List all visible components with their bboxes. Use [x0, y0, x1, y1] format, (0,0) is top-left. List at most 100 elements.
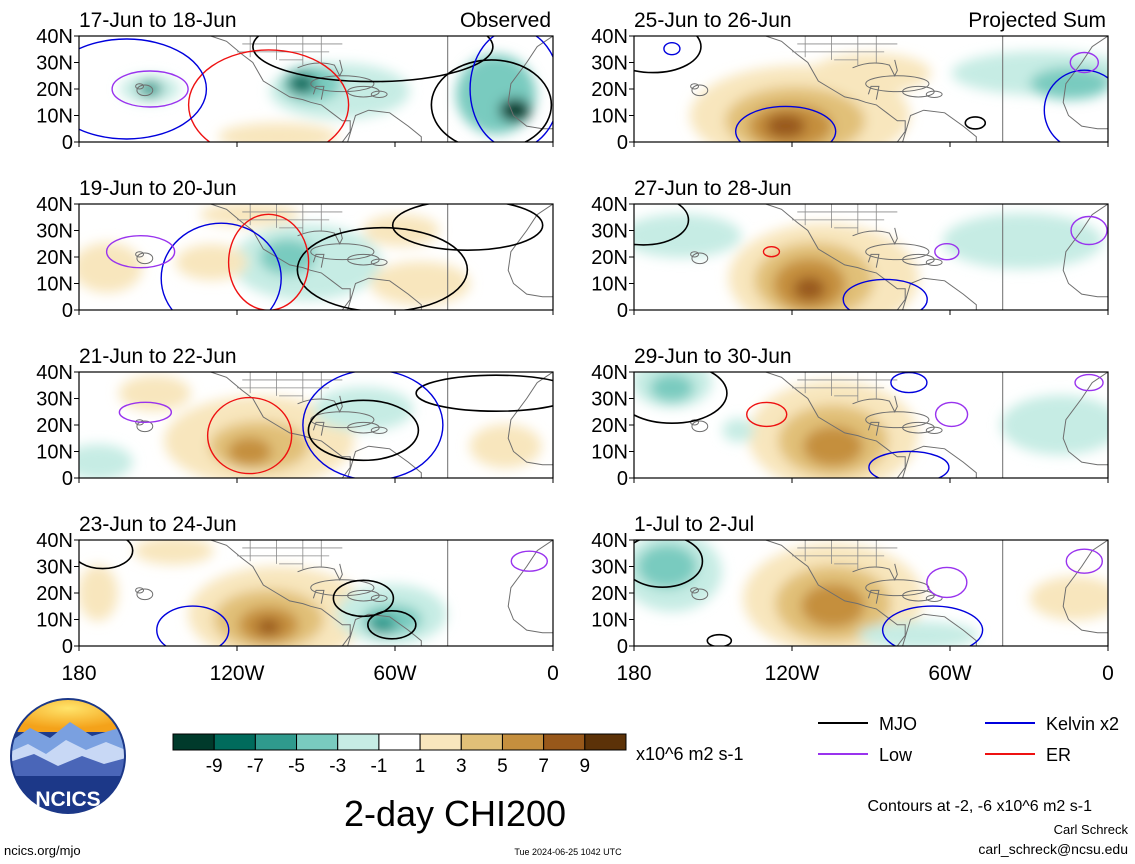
- contour-low: [1070, 215, 1108, 246]
- contour-mjo: [296, 226, 469, 310]
- coastline-yucatan: [312, 421, 325, 436]
- contour-mjo: [430, 59, 553, 142]
- contour-low: [111, 70, 189, 108]
- field-blob: [722, 418, 755, 443]
- lon-tick-label: 0: [1102, 662, 1114, 685]
- lat-tick-label: 0: [62, 132, 73, 154]
- lon-tick-label: 60W: [928, 662, 971, 685]
- lat-tick-label: 0: [62, 636, 73, 658]
- map-panel: 25-Jun to 26-Jun Projected Sum 40N 30N 20N 10…: [591, 9, 1109, 154]
- coastline-africa: [507, 36, 553, 130]
- colorbar: -9 -7 -5 -3 -1 1 3 5 7 9: [172, 733, 627, 777]
- figure-title: 2-day CHI200: [344, 793, 566, 834]
- island: [136, 84, 154, 97]
- coastline-gulf: [297, 59, 343, 77]
- map-panel: 17-Jun to 18-Jun Observed 40N 30N 20N 10N 0: [36, 9, 554, 154]
- island: [370, 594, 388, 602]
- contour-mjo: [307, 399, 420, 462]
- lat-tick-label: 0: [617, 636, 628, 658]
- ncics-logo: NCICS: [10, 698, 126, 814]
- lat-tick-label: 10N: [591, 106, 628, 128]
- island: [310, 411, 375, 429]
- lat-tick-label: 20N: [36, 583, 73, 605]
- coastline-gulf: [852, 563, 898, 581]
- contour-kelvin: [663, 42, 681, 56]
- coastline-gulf: [852, 227, 898, 245]
- lat-tick-label: 10N: [36, 274, 73, 296]
- lat-tick-label: 0: [617, 468, 628, 490]
- field-blob: [1029, 576, 1108, 621]
- field-blob: [858, 621, 979, 646]
- field-blob: [368, 614, 397, 635]
- colorbar-tick-label: 3: [456, 756, 467, 777]
- coastline-africa: [1062, 372, 1108, 466]
- lat-tick-label: 10N: [591, 610, 628, 632]
- coastline-africa: [507, 372, 553, 466]
- colorbar-units: x10^6 m2 s-1: [636, 744, 744, 764]
- contour-kelvin: [842, 278, 928, 310]
- chi-field: [79, 375, 542, 478]
- contour-mjo: [79, 540, 134, 570]
- lon-tick-label: 0: [547, 662, 559, 685]
- lat-tick-label: 40N: [36, 362, 73, 384]
- field-blob: [1000, 395, 1108, 455]
- lat-tick-label: 20N: [591, 415, 628, 437]
- panel-period: 29-Jun to 30-Jun: [634, 345, 792, 368]
- field-blob: [218, 122, 339, 142]
- chi-field: [634, 540, 1108, 646]
- field-blob: [175, 244, 248, 281]
- legend-label-mjo: MJO: [879, 714, 917, 734]
- field-blob: [313, 387, 414, 432]
- contour-mjo: [634, 204, 690, 246]
- colorbar-bin: [460, 733, 503, 751]
- lat-tick-label: 20N: [36, 415, 73, 437]
- coastline-yucatan: [867, 589, 880, 604]
- panel-period: 17-Jun to 18-Jun: [79, 9, 237, 32]
- chi-field: [634, 372, 1108, 478]
- field-blob: [256, 618, 281, 635]
- field-blob: [942, 213, 1103, 270]
- island: [347, 253, 380, 266]
- coastline-gulf: [852, 59, 898, 77]
- island: [865, 243, 930, 261]
- contour-low: [105, 235, 176, 269]
- contour-er: [187, 49, 350, 142]
- coastline-gulf: [852, 395, 898, 413]
- field-blob: [199, 204, 300, 227]
- map-panel: 19-Jun to 20-Jun 40N 30N 20N 10N 0: [36, 177, 554, 322]
- contour-er: [206, 396, 293, 475]
- coastline-gulf: [297, 227, 343, 245]
- map-panel: 29-Jun to 30-Jun 40N 30N 20N 10N 0: [591, 345, 1109, 490]
- chi-field: [634, 213, 1103, 310]
- island: [690, 587, 700, 594]
- lat-tick-label: 0: [617, 300, 628, 322]
- island: [135, 587, 145, 594]
- colorbar-tick-label: 5: [497, 756, 508, 777]
- field-blob: [79, 242, 143, 293]
- panel-period: 23-Jun to 24-Jun: [79, 513, 237, 536]
- legend-label-kelvin: Kelvin x2: [1046, 714, 1119, 734]
- island: [925, 90, 943, 98]
- contour-kelvin: [734, 105, 837, 142]
- lat-tick-label: 20N: [591, 247, 628, 269]
- colorbar-tick-label: -7: [247, 756, 264, 777]
- island: [135, 251, 145, 258]
- island: [690, 419, 700, 426]
- island: [902, 421, 935, 434]
- colorbar-bin: [254, 733, 298, 751]
- field-blob: [811, 53, 931, 94]
- panel-period: 27-Jun to 28-Jun: [634, 177, 792, 200]
- contour-kelvin: [302, 372, 444, 478]
- lon-tick-label: 60W: [373, 662, 416, 685]
- coastline-africa: [1062, 204, 1108, 298]
- panel-period: 19-Jun to 20-Jun: [79, 177, 237, 200]
- colorbar-bin: [419, 733, 462, 751]
- field-blob: [118, 375, 191, 412]
- lat-tick-label: 30N: [591, 389, 628, 411]
- contour-mjo: [332, 579, 395, 618]
- island: [925, 258, 943, 266]
- lat-tick-label: 40N: [36, 194, 73, 216]
- contour-mjo: [634, 372, 728, 424]
- lat-tick-label: 10N: [591, 274, 628, 296]
- island: [347, 85, 380, 98]
